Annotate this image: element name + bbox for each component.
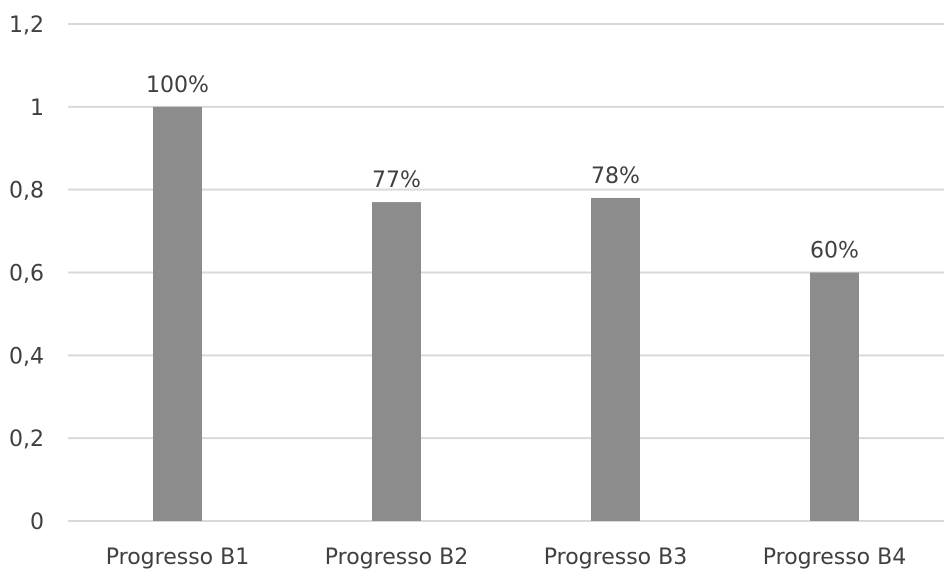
y-tick-label: 1: [30, 96, 44, 121]
x-tick-label: Progresso B2: [325, 545, 468, 569]
y-tick-label: 1,2: [9, 13, 44, 38]
y-axis-ticks: 0 0,2 0,4 0,6 0,8 1 1,2: [9, 13, 44, 535]
y-tick-label: 0,6: [9, 262, 44, 287]
y-tick-label: 0,4: [9, 344, 44, 369]
bar: [810, 272, 859, 521]
data-label: 78%: [591, 164, 640, 189]
x-axis-ticks: Progresso B1 Progresso B2 Progresso B3 Prog…: [106, 545, 906, 569]
bar: [591, 197, 640, 521]
bars: [153, 106, 859, 521]
bar: [153, 106, 202, 521]
bar: [372, 202, 421, 521]
x-tick-label: Progresso B4: [763, 545, 906, 569]
gridlines: [68, 23, 944, 522]
data-label: 100%: [146, 73, 209, 98]
data-label: 60%: [810, 239, 859, 264]
x-tick-label: Progresso B1: [106, 545, 249, 569]
y-tick-label: 0,2: [9, 427, 44, 452]
data-label: 77%: [372, 168, 421, 193]
y-tick-label: 0,8: [9, 179, 44, 204]
x-tick-label: Progresso B3: [544, 545, 687, 569]
y-tick-label: 0: [30, 510, 44, 535]
data-labels: 100% 77% 78% 60%: [146, 73, 859, 264]
